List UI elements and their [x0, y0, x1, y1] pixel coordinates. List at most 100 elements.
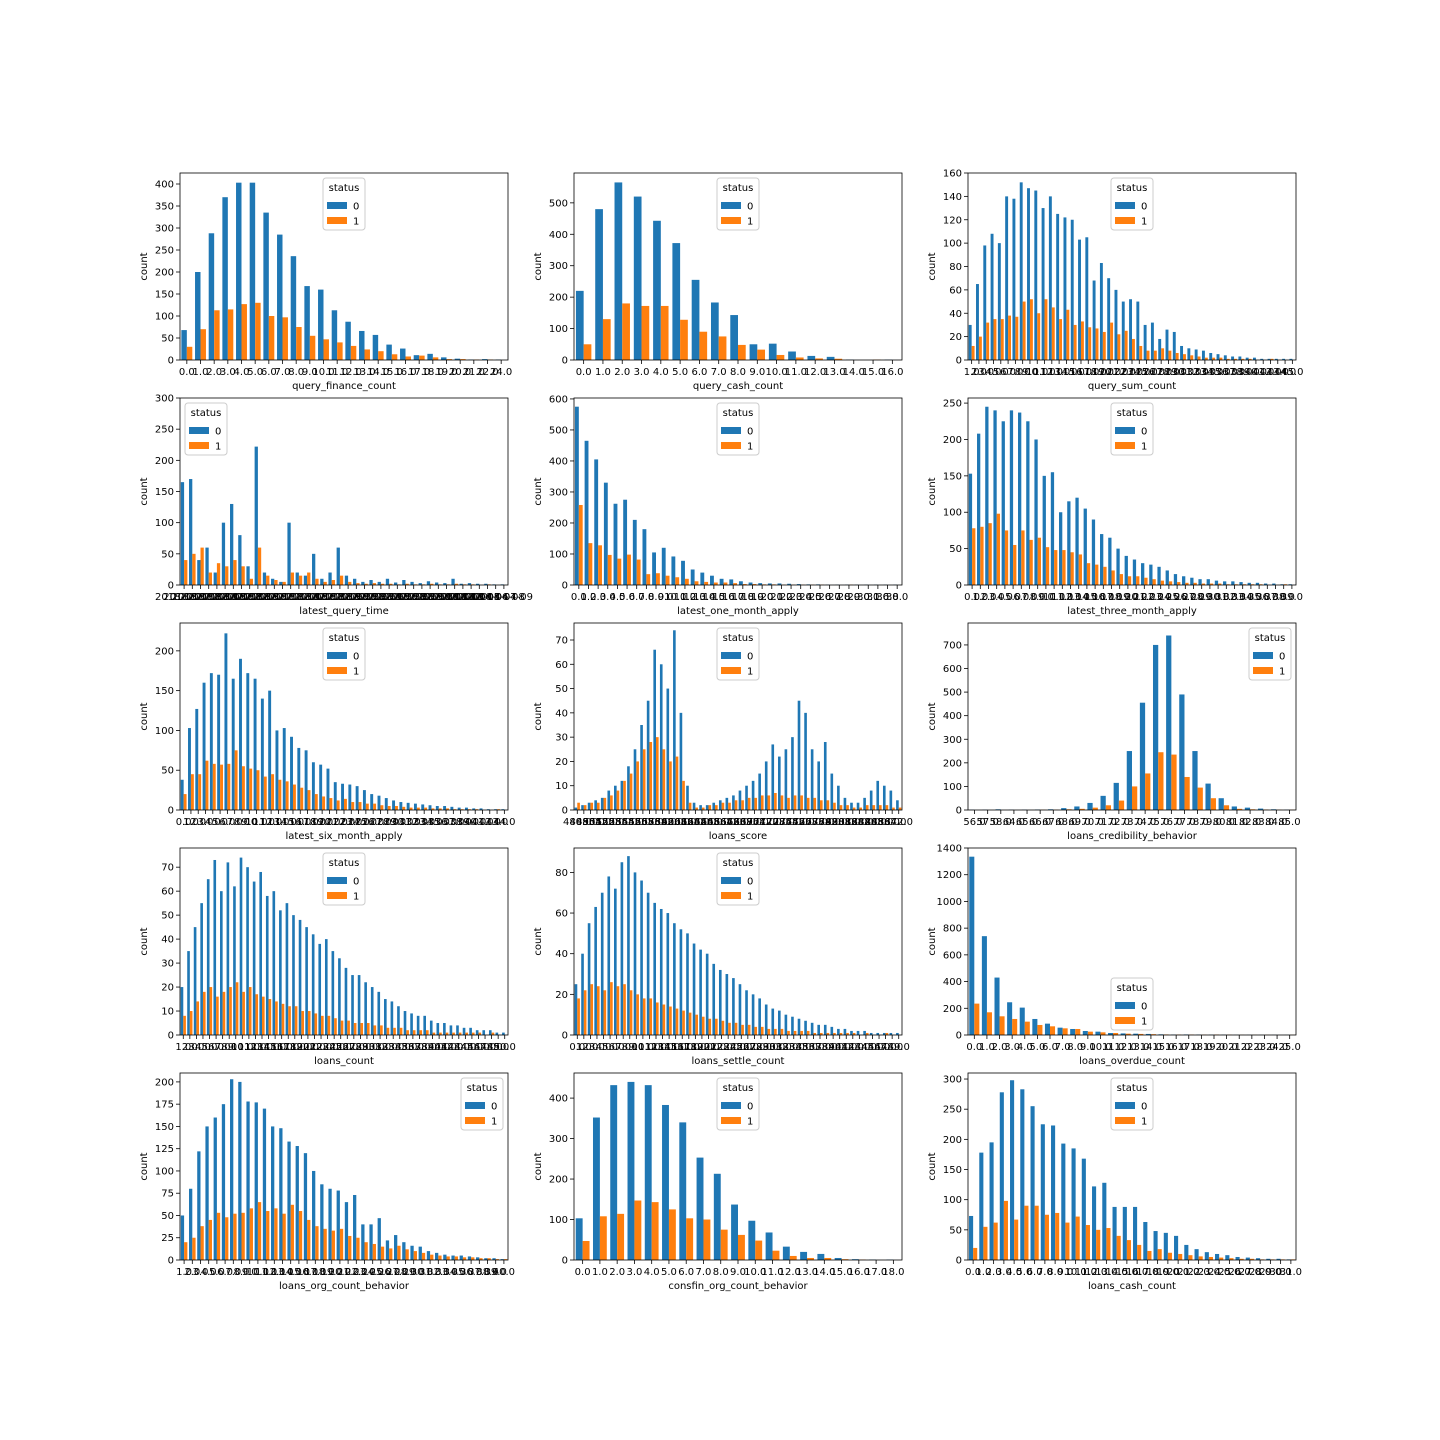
bar — [380, 805, 384, 810]
legend-swatch — [1253, 652, 1273, 659]
bar — [788, 351, 796, 360]
x-tick-label: 43.0 — [448, 1042, 470, 1053]
x-tick-label: 712.0 — [753, 817, 782, 828]
x-tick-label: 22.0 — [345, 1267, 367, 1278]
x-tick-label: 8.0 — [234, 817, 250, 828]
x-tick-label: 23.0 — [1198, 1267, 1220, 1278]
bar — [1000, 319, 1004, 360]
bar — [640, 725, 643, 810]
y-tick-label: 100 — [943, 1195, 962, 1206]
bar — [331, 580, 335, 585]
x-tick-label: 34.0 — [444, 1267, 466, 1278]
legend-swatch — [465, 1117, 485, 1124]
bar — [675, 1008, 679, 1035]
bar — [767, 795, 771, 810]
x-tick-label: 45.0 — [461, 1042, 483, 1053]
x-tick-label: 10.0 — [1026, 367, 1048, 378]
x-tick-label: 0.0 — [575, 1267, 591, 1278]
bar — [1127, 576, 1132, 585]
x-tick-label: 856.0 — [871, 817, 900, 828]
legend-title: status — [1117, 983, 1148, 994]
bar — [423, 1015, 426, 1035]
bar — [719, 578, 724, 585]
bar — [1141, 563, 1145, 585]
bar — [733, 583, 738, 585]
bar — [1139, 345, 1143, 360]
y-axis-label: count — [927, 477, 938, 505]
x-tick-label: 56.0 — [963, 817, 985, 828]
bar — [1225, 1255, 1230, 1260]
bar — [574, 984, 578, 1035]
x-tick-label: 22.0 — [1114, 367, 1136, 378]
bar — [233, 1213, 237, 1260]
legend-title: status — [1117, 408, 1148, 419]
x-tick-label: 20.0 — [1099, 367, 1121, 378]
bar — [195, 708, 199, 810]
bar — [397, 1006, 400, 1035]
bar — [322, 796, 326, 810]
x-tick-label: 1.0 — [193, 367, 209, 378]
x-tick-label: 2.0 — [190, 817, 206, 828]
bar — [298, 575, 303, 585]
bar — [607, 554, 612, 585]
bar — [190, 774, 194, 810]
x-tick-label: 14.0 — [257, 1042, 279, 1053]
bar — [296, 327, 302, 360]
bar — [183, 1015, 186, 1035]
bar — [1045, 547, 1050, 585]
legend-title: status — [329, 858, 360, 869]
x-tick-label: 29.0 — [356, 1042, 378, 1053]
x-tick-label: 29.0 — [1199, 592, 1221, 603]
x-tick-label: 29.0 — [384, 817, 406, 828]
bar — [192, 553, 196, 585]
legend-title: status — [723, 183, 754, 194]
bar — [1289, 358, 1293, 360]
bar — [180, 482, 185, 585]
x-tick-label: 3.0 — [220, 367, 236, 378]
bar — [642, 998, 646, 1035]
bar — [255, 994, 259, 1035]
x-tick-label: 35.0 — [452, 1267, 474, 1278]
y-tick-label: 40 — [555, 949, 568, 960]
bar — [1092, 1186, 1097, 1260]
bar — [307, 790, 311, 810]
x-tick-label: 19.0 — [290, 1042, 312, 1053]
bar — [1165, 570, 1169, 585]
bar — [1158, 752, 1164, 810]
x-tick-label: 21.0 — [1133, 592, 1155, 603]
bar — [339, 1228, 344, 1260]
bar — [696, 1157, 704, 1260]
bar — [627, 1081, 635, 1260]
x-tick-label: 23.0 — [1121, 367, 1143, 378]
bar — [1044, 1023, 1050, 1035]
x-axis-label: loans_org_count_behavior — [279, 1281, 410, 1292]
bar — [205, 547, 209, 585]
legend-title: status — [467, 1083, 498, 1094]
x-tick-label: 43.0 — [486, 817, 508, 828]
bar — [715, 1018, 718, 1035]
bar — [370, 794, 374, 810]
subplot: 0501001502002500.01.02.03.04.05.06.07.08… — [927, 397, 1303, 617]
x-tick-label: 2018-03-31 — [401, 592, 459, 603]
bar — [397, 1245, 401, 1260]
y-tick-label: 100 — [943, 508, 962, 519]
bar — [1113, 782, 1119, 810]
x-tick-label: 14.0 — [1076, 592, 1098, 603]
x-axis-label: loans_score — [709, 831, 767, 842]
legend-swatch — [327, 217, 347, 224]
x-tick-label: 38.0 — [449, 817, 471, 828]
bar — [578, 504, 583, 585]
x-tick-label: 2.0 — [986, 1267, 1002, 1278]
bar — [765, 1232, 773, 1260]
bar — [464, 807, 468, 810]
bar — [287, 1141, 291, 1260]
x-tick-label: 22.0 — [1141, 592, 1163, 603]
bar — [983, 1226, 988, 1260]
bar — [592, 1117, 600, 1260]
bar — [184, 560, 188, 585]
x-tick-label: 12.0 — [1085, 1267, 1107, 1278]
bar — [823, 742, 827, 810]
x-tick-label: 64.0 — [1003, 817, 1025, 828]
x-tick-label: 0.0 — [576, 367, 592, 378]
